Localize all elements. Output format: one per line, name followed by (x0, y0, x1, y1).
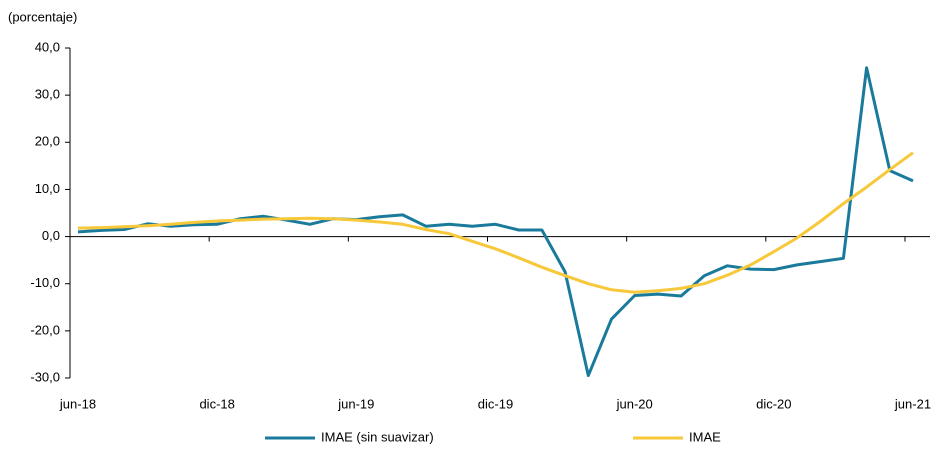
y-tick-label: -10,0 (30, 275, 60, 290)
y-tick-label: -20,0 (30, 322, 60, 337)
y-tick-label: 30,0 (35, 87, 60, 102)
x-tick-label: jun-18 (59, 396, 96, 411)
x-tick-label: dic-20 (756, 396, 791, 411)
x-tick-label: jun-21 (894, 396, 931, 411)
x-tick-label: jun-20 (616, 396, 653, 411)
x-tick-label: dic-19 (478, 396, 513, 411)
x-tick-label: jun-19 (337, 396, 374, 411)
y-tick-label: 0,0 (42, 228, 60, 243)
legend-label: IMAE (sin suavizar) (321, 429, 434, 444)
y-tick-label: 40,0 (35, 39, 60, 54)
x-tick-label: dic-18 (199, 396, 234, 411)
y-tick-label: 10,0 (35, 181, 60, 196)
legend-label: IMAE (689, 429, 721, 444)
y-axis-label: (porcentaje) (8, 9, 77, 24)
series-line (77, 66, 914, 378)
series-line (77, 151, 914, 294)
y-tick-label: 20,0 (35, 134, 60, 149)
y-tick-label: -30,0 (30, 369, 60, 384)
